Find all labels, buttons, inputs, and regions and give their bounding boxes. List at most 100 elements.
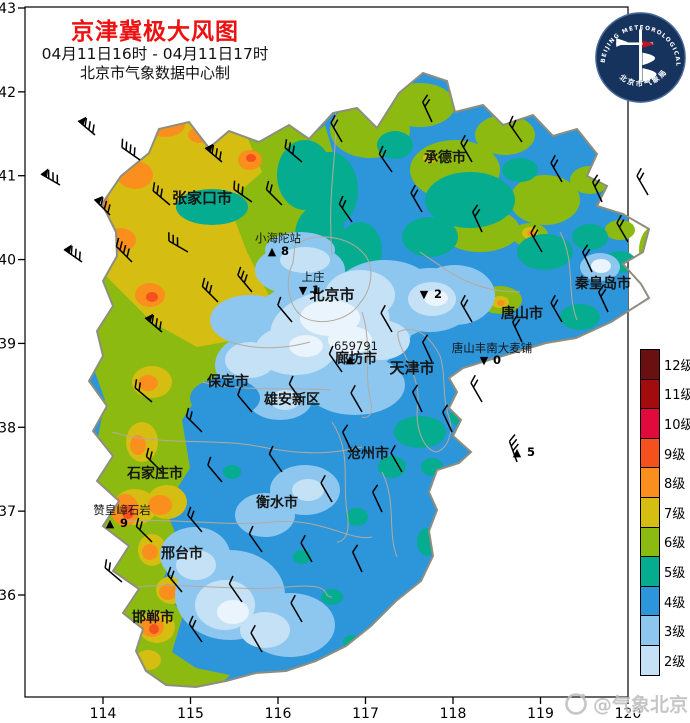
- lat-tick-label: 38: [0, 420, 16, 436]
- wind-barb: [300, 534, 313, 563]
- wind-barb: [508, 434, 519, 463]
- wind-barb: [201, 277, 219, 303]
- wind-barbs: [40, 94, 649, 653]
- wind-barb: [636, 167, 649, 196]
- station-value: 9: [120, 516, 128, 530]
- city-label: 张家口市: [172, 189, 232, 207]
- wind-barb: [40, 168, 61, 186]
- wind-barb: [228, 575, 243, 603]
- city-label: 廊坊市: [335, 350, 377, 367]
- wind-barb: [390, 444, 403, 473]
- admin-boundaries: [111, 94, 578, 598]
- legend-swatch: [640, 437, 660, 469]
- legend-item: 6级: [640, 526, 690, 558]
- wind-barb: [268, 445, 283, 473]
- station-value: 5: [527, 445, 535, 459]
- city-label: 唐山市: [501, 305, 543, 322]
- wind-barb: [284, 139, 303, 163]
- wind-barb: [592, 174, 603, 203]
- station-value: 2: [434, 287, 442, 301]
- wind-barb: [328, 345, 343, 373]
- station-label: 上庄: [302, 270, 325, 284]
- legend-swatch: [640, 585, 660, 617]
- wind-barb: [290, 594, 303, 623]
- wind-barb: [168, 232, 189, 253]
- wind-barb: [470, 374, 483, 403]
- legend-swatch: [640, 378, 660, 410]
- legend-swatch: [640, 615, 660, 646]
- legend-item: 12级: [640, 349, 690, 380]
- legend-label: 6级: [664, 536, 686, 552]
- wind-barb: [412, 384, 423, 413]
- legend-swatch: [640, 526, 660, 558]
- wind-barb: [582, 244, 593, 273]
- legend-item: 11级: [640, 378, 690, 410]
- legend-swatch: [640, 467, 660, 498]
- wind-barb: [442, 404, 453, 433]
- station-value: 8: [281, 244, 289, 258]
- wind-barb: [77, 116, 96, 136]
- wind-level-legend: 12级 11级 10级 9级 8级 7级 6级 5级 4级 3级 2级: [640, 349, 690, 676]
- region-outline: [87, 71, 651, 689]
- wind-barb: [460, 134, 473, 163]
- wind-barb: [204, 143, 223, 163]
- wind-barb: [422, 94, 433, 123]
- lat-tick-label: 36: [0, 588, 16, 604]
- lat-tick-label: 41: [0, 169, 16, 185]
- max-marker-icon: ▲: [513, 446, 522, 459]
- wind-barb: [248, 525, 263, 553]
- wind-barb: [550, 294, 563, 323]
- wind-barb: [422, 334, 433, 363]
- wind-barb: [115, 237, 133, 263]
- wind-barb: [185, 407, 203, 433]
- wind-barb: [187, 506, 203, 533]
- legend-label: 2级: [664, 654, 686, 670]
- lon-tick-label: 115: [177, 706, 204, 722]
- watermark: @气象北京: [563, 690, 688, 717]
- lat-tick-label: 42: [0, 85, 16, 101]
- legend-label: 5级: [664, 565, 686, 581]
- wind-barb: [616, 214, 629, 243]
- city-label: 保定市: [206, 373, 249, 390]
- lon-tick-label: 114: [90, 706, 117, 722]
- legend-item: 2级: [640, 644, 690, 676]
- city-label: 邯郸市: [132, 609, 174, 626]
- wind-barb: [598, 284, 609, 313]
- watermark-logo-icon: [565, 692, 587, 715]
- beijing-meteorological-service-logo: BEIJING METEOROLOGICAL SERVICE 北京市气象局: [592, 9, 686, 103]
- wind-barb: [410, 184, 423, 213]
- city-label: 衡水市: [256, 494, 298, 511]
- wind-field: [89, 73, 649, 687]
- wind-barb: [237, 266, 253, 293]
- legend-label: 7级: [664, 506, 686, 522]
- legend-item: 7级: [640, 496, 690, 528]
- legend-swatch: [640, 349, 660, 380]
- wind-barb: [352, 544, 363, 573]
- lon-tick-label: 116: [265, 706, 292, 722]
- legend-swatch: [640, 556, 660, 587]
- city-label: 雄安新区: [263, 391, 320, 408]
- city-label: 邢台市: [160, 545, 203, 562]
- wind-barb: [512, 314, 523, 343]
- wind-barb: [135, 517, 153, 543]
- max-marker-icon: ▲: [106, 517, 115, 530]
- wind-barb: [320, 474, 333, 503]
- wind-barb: [460, 294, 473, 323]
- watermark-text: @气象北京: [592, 694, 688, 716]
- wind-barb: [277, 296, 293, 323]
- wind-barb: [63, 244, 83, 263]
- legend-label: 11级: [664, 388, 690, 404]
- wind-barb: [338, 195, 353, 223]
- min-marker-icon: ▼: [299, 284, 308, 297]
- min-marker-icon: ▼: [480, 354, 489, 367]
- legend-swatch: [640, 408, 660, 439]
- wind-barb: [152, 182, 171, 206]
- legend-label: 9级: [664, 447, 686, 463]
- wind-barb: [145, 447, 163, 473]
- wind-barb: [550, 154, 563, 183]
- station-label: 小海陀站: [255, 231, 301, 245]
- legend-swatch: [640, 496, 660, 528]
